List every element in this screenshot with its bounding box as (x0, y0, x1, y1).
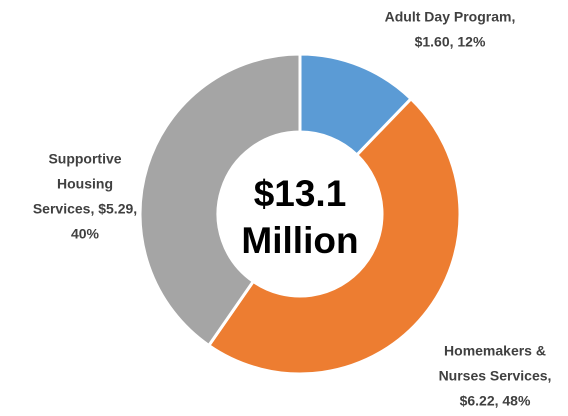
data-label: Nurses Services, (439, 368, 552, 384)
data-label: $6.22, 48% (460, 393, 531, 409)
center-label: $13.1 (254, 173, 347, 214)
center-label: Million (241, 220, 358, 261)
data-label: Adult Day Program, (385, 9, 516, 25)
slices (138, 52, 462, 376)
data-label: $1.60, 12% (415, 34, 486, 50)
data-label: Services, $5.29, (33, 201, 137, 217)
data-label: Supportive (48, 151, 121, 167)
slice (206, 96, 462, 376)
data-label: Housing (57, 176, 113, 192)
slice (138, 52, 302, 348)
data-label: Homemakers & (444, 343, 546, 359)
data-label: 40% (71, 226, 100, 242)
